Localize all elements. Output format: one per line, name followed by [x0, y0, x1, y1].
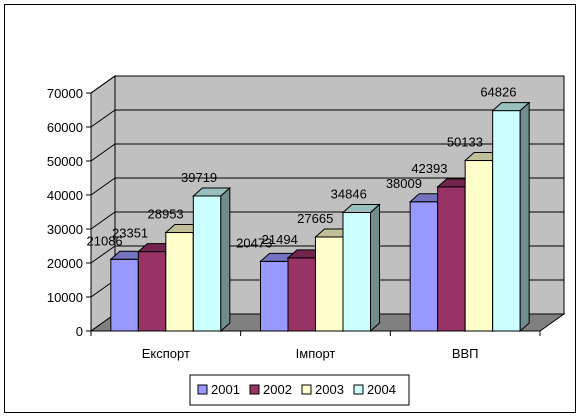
bar-front: [464, 160, 494, 332]
chart-frame: 0 10000 20000 30000 40000 50000 60000 70000 Екс…: [4, 4, 576, 413]
bar-front: [437, 186, 466, 332]
data-label: 39719: [181, 170, 217, 185]
bar-2004-1: [341, 203, 381, 333]
gridline: [90, 75, 564, 94]
data-label: 34846: [331, 187, 367, 202]
data-label: 21086: [87, 233, 123, 248]
data-label: 42393: [411, 161, 447, 176]
y-tick-label: 20000: [47, 256, 83, 271]
bar-2004-0: [192, 186, 232, 333]
data-label: 50133: [447, 135, 483, 150]
bar-front: [192, 195, 222, 332]
x-tick-label: Експорт: [142, 346, 190, 361]
bar-side: [370, 203, 380, 333]
y-tick-label: 10000: [47, 290, 83, 305]
bar-front: [342, 212, 371, 332]
gridline: [90, 109, 564, 128]
legend-swatch: [197, 384, 208, 395]
data-label: 20473: [236, 235, 272, 250]
bar-side: [519, 101, 530, 333]
legend-label: 2001: [211, 382, 240, 397]
bar-front: [409, 201, 439, 332]
bar-front: [492, 110, 521, 332]
bar-front: [165, 232, 194, 332]
data-label: 28953: [148, 207, 184, 222]
legend-swatch: [353, 384, 364, 395]
data-label: 23351: [112, 226, 148, 241]
bar-front: [137, 251, 167, 332]
legend-box: [189, 374, 410, 406]
bar-front: [260, 260, 289, 332]
y-tick-label: 0: [76, 324, 83, 339]
bar-front: [315, 236, 344, 332]
legend-label: 2002: [263, 382, 292, 397]
gridline: [90, 177, 564, 196]
legend-swatch: [301, 384, 312, 395]
x-tick-label: Імпорт: [296, 346, 336, 361]
y-tick-label: 30000: [47, 222, 83, 237]
data-label: 64826: [480, 85, 516, 100]
bar-front: [287, 257, 316, 332]
y-tick-label: 50000: [47, 154, 83, 169]
legend-label: 2003: [315, 382, 344, 397]
legend-label: 2004: [367, 382, 396, 397]
gridline: [90, 143, 564, 162]
bar-chart: 0 10000 20000 30000 40000 50000 60000 70000 Екс…: [47, 75, 566, 406]
legend-swatch: [249, 384, 260, 395]
y-tick-label: 70000: [47, 86, 83, 101]
y-tick-label: 60000: [47, 120, 83, 135]
bar-2004-2: [491, 101, 531, 333]
y-tick-label: 40000: [47, 188, 83, 203]
bar-front: [110, 258, 139, 332]
data-label: 21494: [262, 232, 298, 247]
bar-side: [220, 186, 231, 333]
data-label: 38009: [386, 176, 422, 191]
x-tick-label: ВВП: [452, 346, 479, 361]
data-label: 27665: [297, 211, 333, 226]
